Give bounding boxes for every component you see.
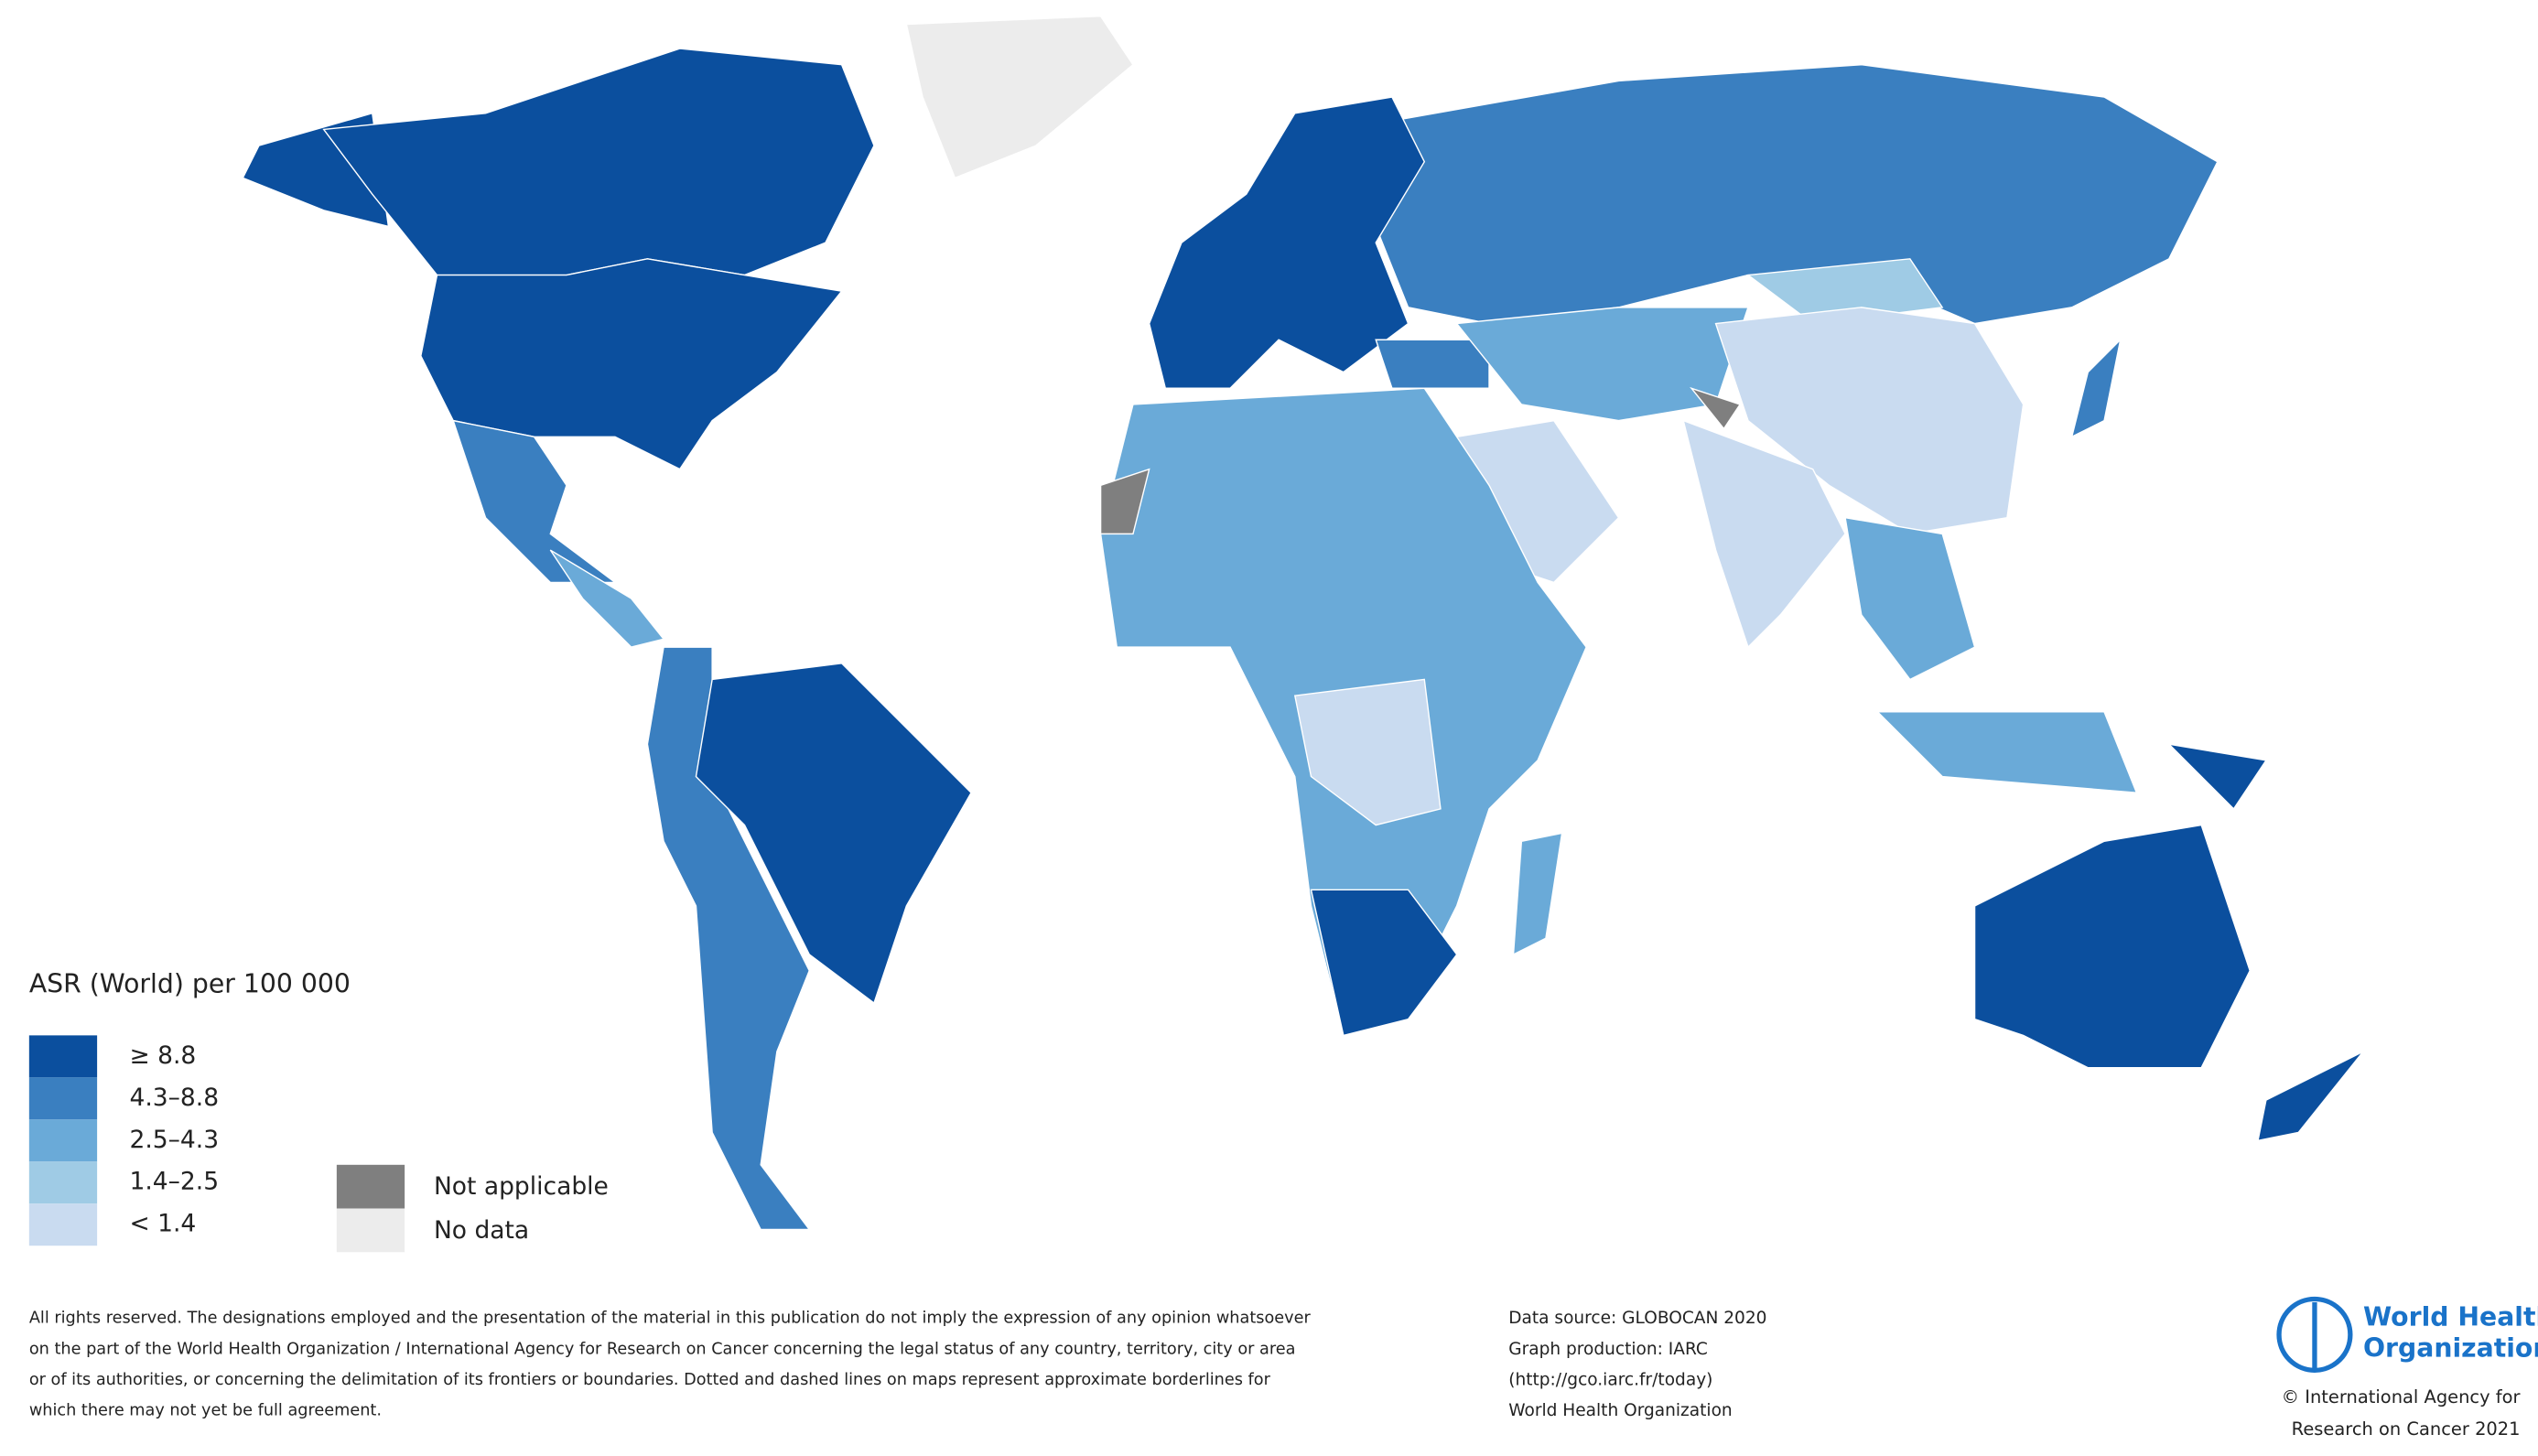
indonesia bbox=[1875, 711, 2138, 794]
southeast-asia bbox=[1844, 516, 1976, 681]
disclaimer: All rights reserved. The designations em… bbox=[29, 1310, 1312, 1328]
legend-swatch bbox=[336, 1208, 405, 1253]
source: World Health Organization bbox=[1508, 1401, 1732, 1420]
world-map bbox=[242, 15, 2364, 1231]
legend-swatch bbox=[336, 1164, 405, 1209]
turkey bbox=[1375, 339, 1490, 389]
japan bbox=[2070, 338, 2122, 438]
madagascar bbox=[1512, 832, 1563, 956]
legend-swatch bbox=[28, 1077, 98, 1120]
legend-label: 1.4–2.5 bbox=[129, 1168, 219, 1196]
pakistan bbox=[1690, 386, 1742, 430]
legend-label: Not applicable bbox=[434, 1172, 609, 1201]
legend-title: ASR (World) per 100 000 bbox=[29, 969, 351, 999]
india bbox=[1682, 419, 1846, 649]
source: Graph production: IARC bbox=[1508, 1340, 1708, 1359]
disclaimer: on the part of the World Health Organiza… bbox=[29, 1340, 1296, 1358]
mongolia bbox=[1746, 258, 1944, 325]
new-zealand bbox=[2257, 1051, 2364, 1142]
legend-swatch bbox=[28, 1203, 98, 1246]
copyright: Research on Cancer 2021 bbox=[2292, 1418, 2521, 1440]
central-africa bbox=[1293, 678, 1442, 826]
logo-text: Organization bbox=[2363, 1332, 2538, 1363]
greenland bbox=[905, 15, 1134, 179]
europe bbox=[1148, 96, 1426, 389]
papua bbox=[2166, 743, 2268, 810]
legend-swatch bbox=[28, 1035, 98, 1078]
disclaimer: or of its authorities, or concerning the… bbox=[29, 1371, 1271, 1389]
legend-label: < 1.4 bbox=[129, 1210, 196, 1238]
legend-label: ≥ 8.8 bbox=[129, 1041, 196, 1070]
canada bbox=[322, 48, 875, 276]
australia bbox=[1973, 824, 2251, 1069]
china bbox=[1714, 307, 2025, 535]
legend-swatch bbox=[28, 1119, 98, 1162]
western-sahara bbox=[1099, 468, 1150, 535]
disclaimer: which there may not yet be full agreemen… bbox=[29, 1402, 382, 1420]
legend-swatch bbox=[28, 1161, 98, 1204]
logo-text: World Health bbox=[2363, 1302, 2538, 1332]
source: Data source: GLOBOCAN 2020 bbox=[1508, 1309, 1766, 1328]
source: (http://gco.iarc.fr/today) bbox=[1508, 1370, 1712, 1389]
mexico bbox=[452, 419, 618, 584]
copyright: © International Agency for bbox=[2282, 1386, 2521, 1407]
legend-label: No data bbox=[434, 1216, 529, 1245]
central-america bbox=[549, 549, 665, 648]
brazil bbox=[695, 663, 972, 1005]
legend-label: 2.5–4.3 bbox=[129, 1126, 219, 1154]
legend-label: 4.3–8.8 bbox=[129, 1084, 219, 1112]
southern-africa bbox=[1310, 889, 1458, 1037]
who-logo bbox=[2276, 1296, 2353, 1373]
